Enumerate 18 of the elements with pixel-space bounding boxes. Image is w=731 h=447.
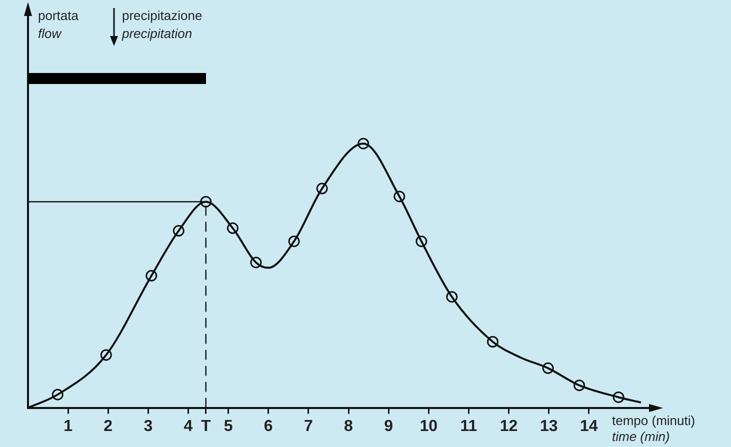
x-tick-label: 1 — [64, 418, 73, 435]
x-tick-label: 5 — [224, 418, 233, 435]
x-tick-label: 10 — [420, 418, 438, 435]
x-tick-label: 9 — [384, 418, 394, 435]
x-tick-label: 14 — [580, 418, 598, 435]
x-tick-label: 7 — [304, 418, 313, 435]
x-axis-title: tempo (minuti) time (min) — [612, 412, 696, 444]
x-tick-label: 8 — [344, 418, 354, 435]
x-tick-label: 4 — [184, 418, 193, 435]
x-tick-label: 12 — [500, 418, 518, 435]
text: precipitazione precipitation — [121, 8, 202, 41]
x-tick-label: 2 — [104, 418, 113, 435]
x-tick-label: 3 — [144, 418, 153, 435]
x-tick-label: 6 — [264, 418, 273, 435]
x-tick-label: T — [200, 418, 211, 435]
text: portata flow — [38, 8, 80, 41]
x-tick-label: 13 — [540, 418, 558, 435]
x-tick-label: 11 — [460, 418, 478, 435]
